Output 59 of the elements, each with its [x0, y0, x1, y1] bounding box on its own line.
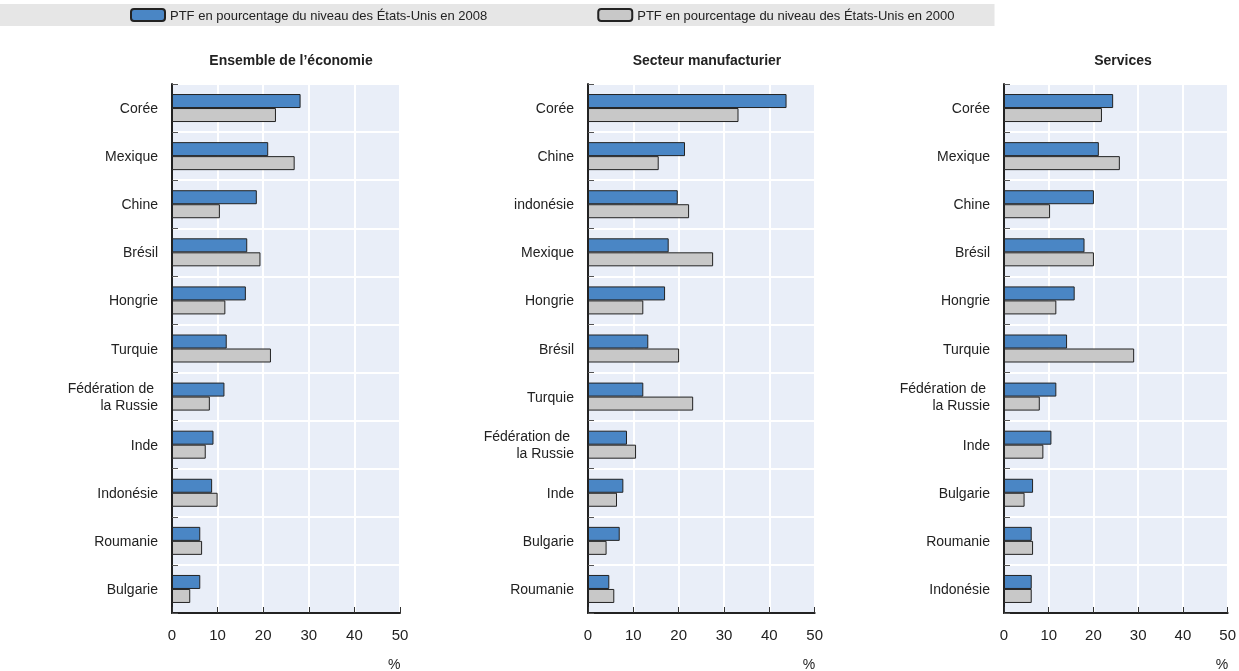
chart-title: Services [1094, 52, 1153, 68]
y-tick-label: Turquie [527, 388, 575, 405]
y-tick-label: Hongrie [524, 292, 575, 309]
y-tick-label: Chine [121, 196, 159, 213]
x-tick-label: 50 [391, 626, 409, 643]
y-tick-label: Indonésie [929, 580, 991, 597]
y-tick-label: Corée [119, 100, 159, 117]
x-tick-label: 20 [254, 626, 272, 643]
x-axis-title: % [388, 656, 401, 671]
y-tick-label: Roumanie [510, 580, 575, 597]
chart-title: Secteur manufacturier [632, 52, 782, 68]
y-tick-label: Corée [951, 100, 991, 117]
y-tick-label: Inde [130, 436, 159, 453]
x-tick-label: 10 [624, 626, 642, 643]
y-tick-label: indonésie [514, 196, 575, 213]
y-tick-label: Fédération de la Russie [899, 380, 991, 414]
y-tick-label: Chine [953, 196, 991, 213]
x-tick-label: 30 [300, 626, 318, 643]
y-tick-label: Chine [537, 148, 575, 165]
y-tick-label: Corée [535, 100, 575, 117]
y-tick-label: Mexique [937, 148, 991, 165]
y-tick-label: Bulgarie [522, 532, 575, 549]
x-tick-label: 20 [670, 626, 688, 643]
y-tick-label: Brésil [122, 244, 158, 261]
x-tick-label: 0 [583, 626, 593, 643]
y-tick-label: Mexique [105, 148, 159, 165]
x-tick-label: 10 [1040, 626, 1058, 643]
y-tick-label: Hongrie [940, 292, 991, 309]
x-tick-label: 30 [1129, 626, 1147, 643]
x-tick-label: 40 [760, 626, 778, 643]
x-tick-label: 50 [1219, 626, 1236, 643]
y-tick-label: Roumanie [926, 532, 991, 549]
y-tick-label: Inde [546, 484, 575, 501]
x-tick-label: 10 [209, 626, 226, 643]
legend-label: PTF en pourcentage du niveau des États-Unis en 2008 [170, 7, 488, 23]
y-tick-label: Turquie [111, 340, 159, 357]
y-tick-label: Roumanie [94, 532, 159, 549]
y-tick-label: Inde [962, 436, 991, 453]
y-tick-label: Mexique [521, 244, 575, 261]
y-tick-label: Bulgarie [106, 580, 159, 597]
x-tick-label: 40 [1174, 626, 1192, 643]
x-tick-label: 50 [806, 626, 823, 643]
legend-label: PTF en pourcentage du niveau des États-Unis en 2000 [637, 7, 955, 23]
y-tick-label: Bulgarie [938, 484, 991, 501]
y-tick-label: Fédération de la Russie [483, 428, 575, 462]
x-tick-label: 30 [715, 626, 733, 643]
x-axis-title: % [802, 656, 816, 671]
y-tick-label: Hongrie [108, 292, 159, 309]
y-tick-label: Fédération de la Russie [67, 380, 159, 414]
x-tick-label: 20 [1085, 626, 1102, 643]
y-tick-label: Brésil [954, 244, 990, 261]
x-tick-label: 0 [999, 626, 1009, 643]
x-tick-label: 0 [167, 626, 177, 643]
y-tick-label: Turquie [943, 340, 991, 357]
x-tick-label: 40 [346, 626, 363, 643]
chart-title: Ensemble de l’économie [209, 52, 373, 68]
y-tick-label: Brésil [538, 340, 574, 357]
y-tick-label: Indonésie [97, 484, 159, 501]
x-axis-title: % [1215, 656, 1229, 671]
